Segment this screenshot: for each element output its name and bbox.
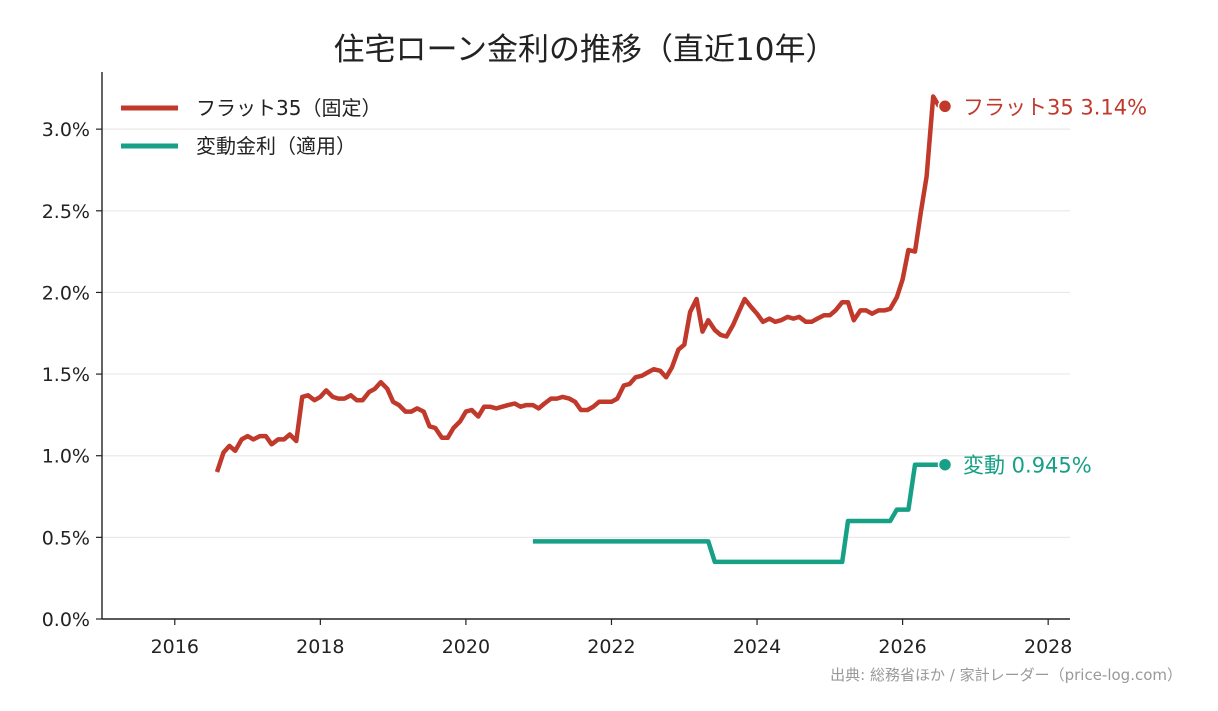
chart-title: 住宅ローン金利の推移（直近10年）: [334, 32, 837, 68]
end-labels: フラット35 3.14% 変動 0.945%: [937, 95, 1147, 478]
x-axis-ticks: 2016 2018 2020 2022 2024 2026 2028: [151, 619, 1072, 658]
x-tick-label: 2020: [442, 636, 490, 658]
series-end-marker: [937, 99, 953, 114]
y-tick-label: 0.0%: [42, 609, 90, 631]
x-tick-label: 2026: [878, 636, 926, 658]
y-tick-label: 3.0%: [42, 119, 90, 141]
series-line-1: [214, 94, 941, 473]
y-tick-label: 1.5%: [42, 364, 90, 386]
series-end-marker: [937, 457, 953, 472]
y-axis-ticks: 0.0% 0.5% 1.0% 1.5% 2.0% 2.5% 3.0%: [42, 119, 102, 631]
axes: [101, 72, 1070, 620]
legend-label: 変動金利（適用）: [196, 134, 356, 158]
y-tick-label: 0.5%: [42, 527, 90, 549]
gridlines: [102, 128, 1070, 538]
y-tick-label: 2.0%: [42, 282, 90, 304]
x-tick-label: 2024: [733, 636, 781, 658]
x-tick-label: 2016: [151, 636, 199, 658]
y-tick-label: 2.5%: [42, 201, 90, 223]
series-group: [214, 94, 941, 565]
x-tick-label: 2018: [296, 636, 344, 658]
legend: フラット35（固定） 変動金利（適用）: [121, 96, 381, 158]
legend-label: フラット35（固定）: [196, 96, 381, 120]
x-tick-label: 2022: [587, 636, 635, 658]
series-end-label: フラット35 3.14%: [963, 95, 1147, 119]
x-tick-label: 2028: [1024, 636, 1072, 658]
source-note: 出典: 総務省ほか / 家計レーダー（price-log.com）: [830, 666, 1182, 684]
series-line-2: [532, 462, 939, 565]
y-tick-label: 1.0%: [42, 446, 90, 468]
series-end-label: 変動 0.945%: [963, 454, 1092, 478]
